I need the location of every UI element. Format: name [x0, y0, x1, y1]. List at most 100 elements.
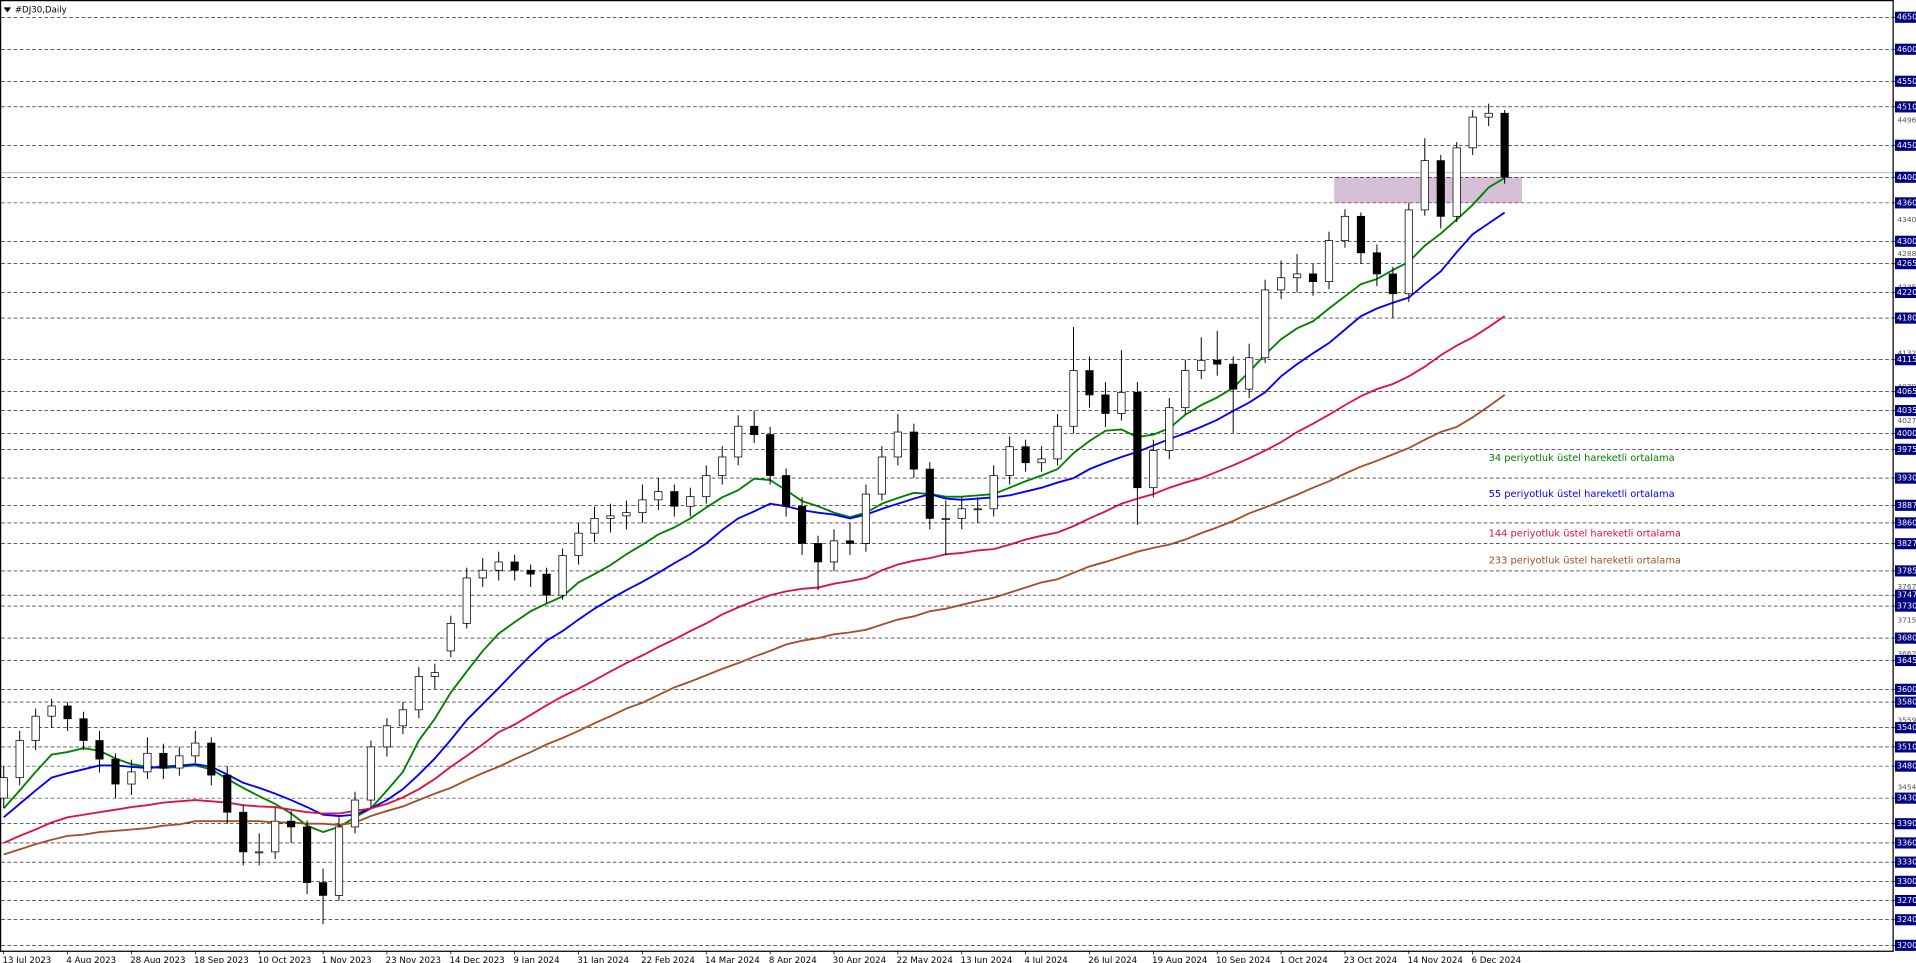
y-tick-label: 40650	[1897, 387, 1916, 396]
candle-body	[670, 491, 679, 507]
candle-body	[734, 425, 743, 458]
minor-y-tick-label: 43407	[1897, 215, 1916, 224]
moving-average-line	[3, 211, 1506, 819]
candle-body	[1340, 215, 1350, 242]
y-tick-box	[1894, 386, 1916, 398]
x-tick-label: 10 Sep 2024	[1216, 956, 1271, 963]
candle-body	[574, 532, 583, 556]
candle-body	[287, 820, 296, 828]
x-tick-label: 31 Jan 2024	[577, 956, 629, 963]
minor-y-tick-label: 37677	[1897, 582, 1916, 591]
candle-body	[414, 676, 423, 711]
y-tick-label: 38600	[1897, 518, 1916, 527]
x-tick-label: 14 Mar 2024	[705, 956, 760, 963]
candle-body	[526, 569, 535, 575]
candle-body	[350, 799, 360, 828]
candle-body	[957, 508, 966, 519]
candle-body	[1356, 215, 1366, 254]
candle-body	[766, 434, 775, 476]
candle-body	[861, 493, 871, 544]
y-tick-label: 39300	[1897, 474, 1916, 483]
chart-title: #DJ30,Daily	[15, 5, 67, 15]
y-tick-label: 37470	[1897, 591, 1916, 600]
legend-label: 55 periyotluk üstel hareketli ortalama	[1489, 489, 1675, 500]
candle-body	[318, 882, 328, 896]
x-tick-label: 19 Aug 2024	[1152, 956, 1207, 963]
y-tick-box	[1894, 427, 1916, 439]
y-tick-label: 33300	[1897, 858, 1916, 867]
candle-body	[382, 725, 391, 748]
moving-average-line	[3, 177, 1506, 834]
candle-body	[1245, 357, 1254, 390]
candle-body	[1005, 446, 1014, 476]
candle-body	[1500, 112, 1509, 178]
y-tick-label: 44500	[1897, 141, 1916, 150]
y-tick-box	[1894, 589, 1916, 601]
x-tick-label: 4 Jul 2024	[1024, 956, 1067, 963]
y-tick-label: 46500	[1897, 13, 1916, 22]
minor-y-tick-label: 42357	[1897, 282, 1916, 291]
y-tick-label: 42650	[1897, 259, 1916, 268]
candle-body	[223, 774, 232, 813]
x-tick-label: 18 Sep 2023	[194, 956, 249, 963]
y-tick-label: 35400	[1897, 723, 1916, 732]
candle-body	[271, 820, 280, 853]
candle-body	[1117, 391, 1126, 414]
candle-body	[1292, 273, 1302, 279]
y-tick-box	[1894, 75, 1916, 87]
candle-body	[1420, 160, 1429, 211]
y-tick-label: 40355	[1897, 406, 1916, 415]
candle-body	[1101, 394, 1110, 414]
candle-body	[1484, 112, 1493, 118]
candle-body	[398, 709, 407, 727]
y-tick-label: 36800	[1897, 634, 1916, 643]
candle-body	[1261, 289, 1270, 359]
y-tick-box	[1894, 139, 1916, 151]
y-tick-label: 44000	[1897, 173, 1916, 182]
y-tick-box	[1894, 914, 1916, 926]
candle-body	[446, 623, 455, 652]
candle-body	[1037, 458, 1046, 464]
y-tick-box	[1894, 741, 1916, 753]
y-tick-box	[1894, 258, 1916, 270]
y-tick-box	[1894, 517, 1916, 529]
y-tick-label: 46000	[1897, 45, 1916, 54]
y-tick-box	[1894, 405, 1916, 417]
y-tick-label: 43600	[1897, 198, 1916, 207]
y-tick-box	[1894, 43, 1916, 55]
y-tick-label: 38275	[1897, 539, 1916, 548]
y-tick-label: 43000	[1897, 237, 1916, 246]
candle-body	[893, 431, 902, 458]
y-tick-box	[1894, 696, 1916, 708]
candle-body	[542, 573, 551, 596]
y-tick-label: 40000	[1897, 429, 1916, 438]
y-tick-label: 32400	[1897, 915, 1916, 924]
candle-body	[79, 718, 88, 741]
x-tick-label: 6 Dec 2024	[1471, 956, 1521, 963]
y-tick-box	[1894, 538, 1916, 550]
legend-label: 34 periyotluk üstel hareketli ortalama	[1489, 453, 1675, 464]
menu-triangle[interactable]	[3, 7, 12, 13]
y-tick-box	[1894, 939, 1916, 951]
y-tick-label: 34800	[1897, 762, 1916, 771]
candle-body	[0, 777, 8, 799]
y-tick-label: 42200	[1897, 288, 1916, 297]
x-tick-label: 30 Apr 2024	[833, 956, 886, 963]
y-tick-box	[1894, 354, 1916, 366]
candle-body	[813, 543, 823, 563]
y-tick-label: 41150	[1897, 355, 1916, 364]
candle-body	[63, 705, 72, 720]
y-tick-label: 45500	[1897, 77, 1916, 86]
candle-body	[143, 752, 152, 773]
candle-body	[558, 555, 567, 596]
candle-body	[510, 561, 519, 571]
candle-body	[909, 431, 918, 470]
candle-body	[1165, 407, 1174, 451]
candle-body	[95, 740, 104, 760]
minor-y-tick-label: 42882	[1897, 249, 1916, 258]
x-tick-label: 8 Apr 2024	[769, 956, 817, 963]
candle-body	[175, 755, 184, 769]
x-tick-label: 23 Nov 2023	[386, 956, 441, 963]
